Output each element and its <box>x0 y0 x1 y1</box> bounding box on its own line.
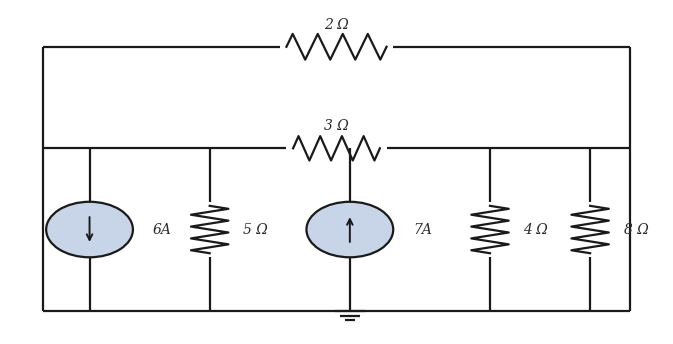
Ellipse shape <box>306 202 393 257</box>
Text: 4 Ω: 4 Ω <box>524 223 548 237</box>
Text: 3 Ω: 3 Ω <box>324 119 349 133</box>
Text: 6A: 6A <box>153 223 172 237</box>
Text: 2 Ω: 2 Ω <box>324 18 349 32</box>
Text: 7A: 7A <box>413 223 432 237</box>
Text: 8 Ω: 8 Ω <box>623 223 648 237</box>
Ellipse shape <box>46 202 133 257</box>
Text: 5 Ω: 5 Ω <box>243 223 268 237</box>
